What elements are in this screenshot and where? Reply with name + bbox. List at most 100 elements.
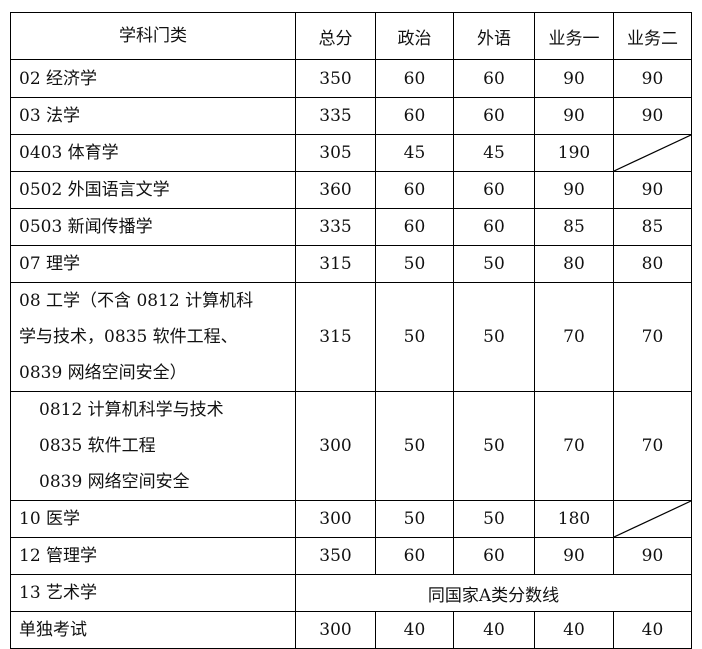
table-row: 07 理学 315 50 50 80 80 bbox=[10, 245, 692, 283]
table-row: 10 医学 300 50 50 180 bbox=[10, 500, 692, 538]
table-row: 13 艺术学 同国家A类分数线 bbox=[10, 574, 692, 612]
score-cell: 60 bbox=[375, 537, 454, 575]
subject-label: 单独考试 bbox=[19, 620, 87, 640]
score-cell: 85 bbox=[613, 208, 692, 246]
score-cell: 335 bbox=[295, 208, 376, 246]
table-row: 0502 外国语言文学 360 60 60 90 90 bbox=[10, 171, 692, 209]
score-cell: 305 bbox=[295, 134, 376, 172]
score-cell: 80 bbox=[613, 245, 692, 283]
score-cell: 350 bbox=[295, 59, 376, 98]
subject-label: 08 工学（不含 0812 计算机科 bbox=[19, 291, 254, 311]
subject-cell: 07 理学 bbox=[10, 245, 296, 283]
score-cell: 350 bbox=[295, 537, 376, 575]
header-cell: 学科门类 bbox=[10, 12, 296, 60]
subject-cell: 0403 体育学 bbox=[10, 134, 296, 172]
subject-label: 07 理学 bbox=[19, 254, 81, 274]
header-cell: 总分 bbox=[295, 12, 376, 60]
score-cell: 70 bbox=[613, 282, 692, 392]
score-cell: 40 bbox=[613, 611, 692, 649]
score-cell: 300 bbox=[295, 391, 376, 501]
subject-label: 13 艺术学 bbox=[19, 583, 98, 603]
header-row: 学科门类 总分 政治 外语 业务一 业务二 bbox=[10, 12, 692, 60]
score-cell: 90 bbox=[534, 171, 614, 209]
score-cell: 300 bbox=[295, 500, 376, 538]
subject-label: 12 管理学 bbox=[19, 546, 98, 566]
header-cell: 外语 bbox=[453, 12, 535, 60]
score-cell: 50 bbox=[375, 391, 454, 501]
score-cell: 50 bbox=[453, 245, 535, 283]
table-row: 0503 新闻传播学 335 60 60 85 85 bbox=[10, 208, 692, 246]
score-cell: 60 bbox=[375, 171, 454, 209]
score-cell: 90 bbox=[534, 97, 614, 135]
score-cell: 335 bbox=[295, 97, 376, 135]
table-row: 12 管理学 350 60 60 90 90 bbox=[10, 537, 692, 575]
score-cell: 70 bbox=[534, 282, 614, 392]
score-cell: 90 bbox=[534, 59, 614, 98]
score-cell: 190 bbox=[534, 134, 614, 172]
score-cell: 60 bbox=[453, 171, 535, 209]
subject-cell: 03 法学 bbox=[10, 97, 296, 135]
subject-label: 0839 网络空间安全） bbox=[19, 363, 187, 383]
score-cell: 40 bbox=[453, 611, 535, 649]
subject-label: 02 经济学 bbox=[19, 68, 98, 89]
table-row: 单独考试 300 40 40 40 40 bbox=[10, 611, 692, 649]
header-cell: 业务一 bbox=[534, 12, 614, 60]
empty-cell-diagonal bbox=[613, 134, 692, 172]
table-row: 0403 体育学 305 45 45 190 bbox=[10, 134, 692, 172]
subject-label: 学与技术，0835 软件工程、 bbox=[19, 327, 238, 347]
merged-note: 同国家A类分数线 bbox=[295, 574, 692, 612]
subject-cell: 0812 计算机科学与技术 0835 软件工程 0839 网络空间安全 bbox=[10, 391, 296, 501]
header-cell: 业务二 bbox=[613, 12, 692, 60]
score-cell: 45 bbox=[375, 134, 454, 172]
score-cell: 40 bbox=[534, 611, 614, 649]
score-cell: 300 bbox=[295, 611, 376, 649]
subject-cell: 10 医学 bbox=[10, 500, 296, 538]
score-cell: 50 bbox=[453, 282, 535, 392]
score-cell: 360 bbox=[295, 171, 376, 209]
score-cell: 70 bbox=[534, 391, 614, 501]
score-cell: 90 bbox=[613, 537, 692, 575]
subject-label: 0502 外国语言文学 bbox=[19, 180, 170, 200]
subject-cell: 0503 新闻传播学 bbox=[10, 208, 296, 246]
score-cell: 85 bbox=[534, 208, 614, 246]
score-cell: 45 bbox=[453, 134, 535, 172]
score-cell: 50 bbox=[453, 391, 535, 501]
score-cell: 180 bbox=[534, 500, 614, 538]
score-table: 学科门类 总分 政治 外语 业务一 业务二 02 经济学 350 60 60 90 90 03 法学 3… bbox=[10, 12, 692, 649]
subject-cell: 13 艺术学 bbox=[10, 574, 296, 612]
subject-cell: 08 工学（不含 0812 计算机科 学与技术，0835 软件工程、 0839 网络… bbox=[10, 282, 296, 392]
score-cell: 80 bbox=[534, 245, 614, 283]
subject-label: 0403 体育学 bbox=[19, 143, 119, 163]
score-cell: 315 bbox=[295, 245, 376, 283]
score-cell: 60 bbox=[453, 537, 535, 575]
diagonal-slash bbox=[614, 135, 691, 171]
score-cell: 90 bbox=[613, 97, 692, 135]
score-cell: 50 bbox=[375, 282, 454, 392]
table-row: 03 法学 335 60 60 90 90 bbox=[10, 97, 692, 135]
subject-label: 0812 计算机科学与技术 bbox=[39, 400, 224, 420]
subject-label: 03 法学 bbox=[19, 106, 81, 126]
subject-cell: 02 经济学 bbox=[10, 59, 296, 98]
subject-label: 0503 新闻传播学 bbox=[19, 217, 153, 237]
subject-label: 10 医学 bbox=[19, 509, 81, 529]
score-cell: 50 bbox=[453, 500, 535, 538]
score-cell: 60 bbox=[375, 59, 454, 98]
score-cell: 90 bbox=[613, 171, 692, 209]
subject-label: 0835 软件工程 bbox=[39, 436, 156, 456]
score-cell: 60 bbox=[453, 208, 535, 246]
diagonal-slash bbox=[614, 501, 691, 537]
score-cell: 40 bbox=[375, 611, 454, 649]
header-cell: 政治 bbox=[375, 12, 454, 60]
score-cell: 90 bbox=[613, 59, 692, 98]
score-cell: 50 bbox=[375, 245, 454, 283]
subject-label: 0839 网络空间安全 bbox=[39, 472, 190, 492]
score-cell: 60 bbox=[375, 208, 454, 246]
subject-cell: 单独考试 bbox=[10, 611, 296, 649]
score-cell: 60 bbox=[375, 97, 454, 135]
subject-cell: 12 管理学 bbox=[10, 537, 296, 575]
score-cell: 90 bbox=[534, 537, 614, 575]
table-row: 02 经济学 350 60 60 90 90 bbox=[10, 59, 692, 98]
subject-cell: 0502 外国语言文学 bbox=[10, 171, 296, 209]
table-row: 0812 计算机科学与技术 0835 软件工程 0839 网络空间安全 300 50 50… bbox=[10, 391, 692, 501]
empty-cell-diagonal bbox=[613, 500, 692, 538]
